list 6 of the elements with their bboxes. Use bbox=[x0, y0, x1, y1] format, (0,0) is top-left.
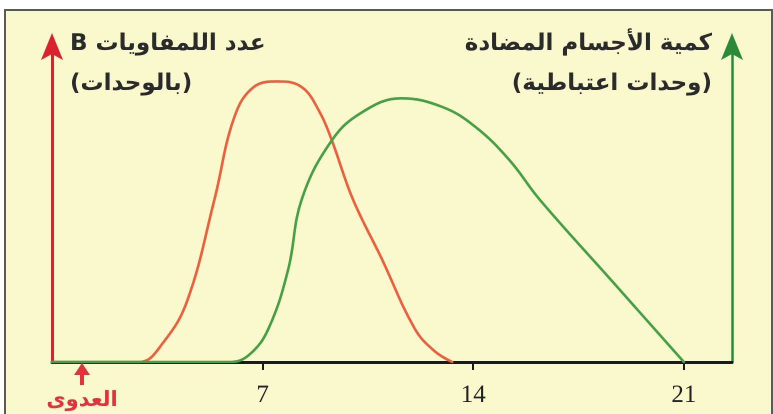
y2-axis-title: كمية الأجسام المضادة (وحدات اعتباطية) bbox=[464, 28, 713, 96]
x-tick-label: 7 bbox=[256, 381, 269, 408]
y-axis-title: عدد اللمفاويات B (بالوحدات) bbox=[70, 30, 266, 96]
annotation: العدوى bbox=[45, 387, 119, 411]
x-tick-label: 21 bbox=[671, 381, 696, 408]
x-tick-label: 14 bbox=[460, 381, 486, 408]
